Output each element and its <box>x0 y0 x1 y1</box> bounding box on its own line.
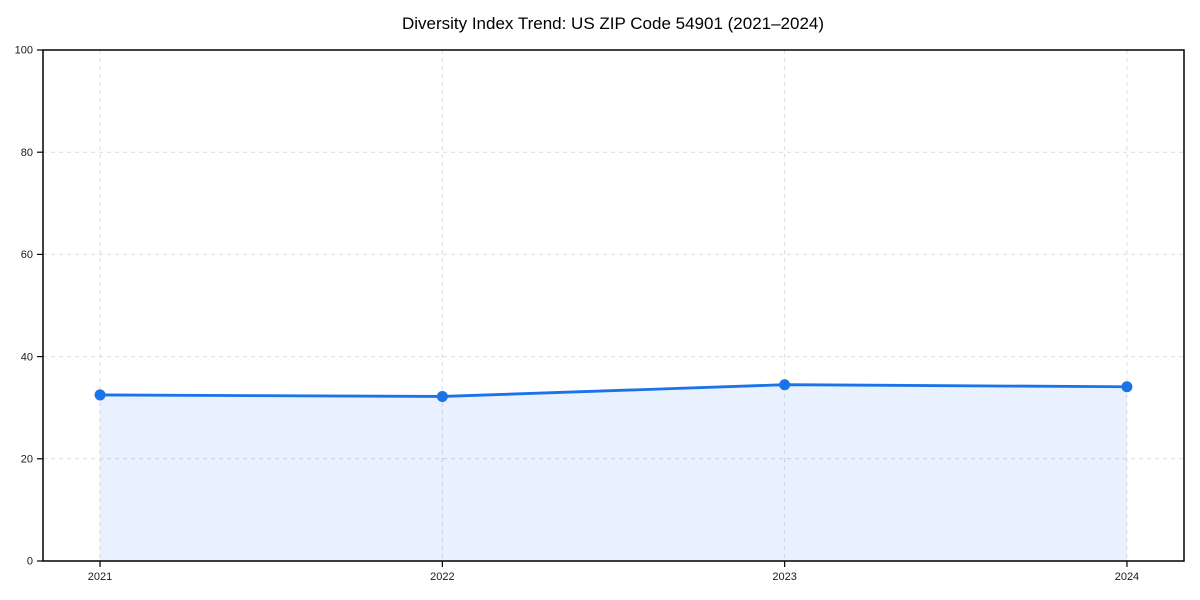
x-tick-label: 2022 <box>430 571 454 583</box>
y-tick-label: 100 <box>15 45 33 57</box>
trend-line <box>98 383 1129 398</box>
y-tick-label: 80 <box>21 147 33 159</box>
data-point-marker <box>1121 381 1133 393</box>
y-tick-label: 60 <box>21 249 33 261</box>
plot-border <box>42 49 1185 562</box>
x-tick-label: 2021 <box>88 571 112 583</box>
y-tick-label: 20 <box>21 454 33 466</box>
data-point-marker <box>436 390 448 402</box>
area-fill <box>100 384 1127 561</box>
y-tick-label: 0 <box>27 556 33 568</box>
axes-layer: 0 20 40 60 80 100 2021 2022 2023 2024 <box>15 45 1185 583</box>
series-layer <box>94 379 1133 561</box>
x-tick-label: 2024 <box>1115 571 1139 583</box>
data-point-marker <box>779 379 791 391</box>
chart-title: Diversity Index Trend: US ZIP Code 54901… <box>402 14 824 33</box>
y-tick-label: 40 <box>21 351 33 363</box>
data-point-marker <box>94 389 106 401</box>
x-tick-label: 2023 <box>772 571 796 583</box>
